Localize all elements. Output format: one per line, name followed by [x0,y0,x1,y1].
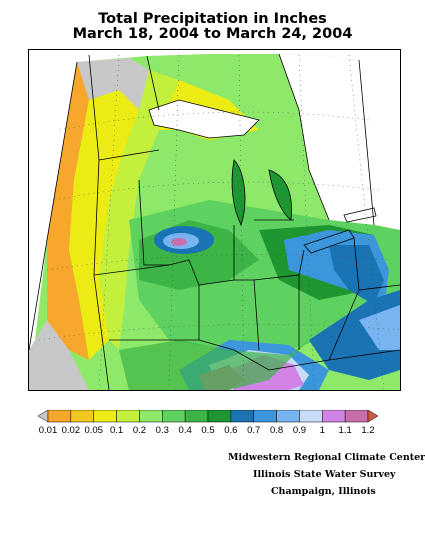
legend-label: 0.6 [224,425,238,436]
legend-swatch [230,410,254,423]
legend-label: 1.2 [361,425,375,436]
precip-area-darkgreen-south [119,340,309,390]
map-title: Total Precipitation in Inches [98,11,327,27]
map-date-range: March 18, 2004 to March 24, 2004 [72,26,353,42]
precipitation-map [28,49,401,391]
credit-survey: Illinois State Water Survey [253,469,396,480]
legend-label: 0.2 [132,425,147,436]
precip-area-magenta-west [171,238,187,246]
legend-swatch [207,410,232,423]
legend-label: 0.7 [247,425,261,436]
credit-center: Midwestern Regional Climate Center [228,452,425,463]
legend-swatch-high-arrow [367,410,378,423]
lake-michigan [231,159,246,227]
precip-area-orange-west [47,62,89,360]
graticule [38,54,400,390]
color-legend: 0.01 0.02 0.05 0.1 0.2 0.3 0.4 0.5 0.6 0.7 0.8 0.9 1… [38,410,378,440]
legend-label: 1 [319,425,325,436]
legend-swatch [162,410,186,423]
precip-area-darkblue-east [329,245,384,305]
legend-swatch [116,410,140,423]
legend-swatch [70,410,94,423]
legend-label: 0.8 [269,425,284,436]
legend-label: 0.3 [155,425,169,436]
legend-label: 0.01 [38,425,58,436]
precip-area-lightgreen-west [99,70,179,350]
lake-superior [148,99,260,139]
legend-label: 0.1 [109,425,124,436]
legend-swatch [93,410,117,423]
legend-label: 1.1 [338,425,352,436]
legend-swatch [184,410,209,423]
legend-swatch [139,410,163,423]
legend-label: 0.02 [61,425,81,436]
legend-swatch [253,410,277,423]
lake-ontario [343,207,377,223]
state-boundaries [29,53,400,390]
precip-area-nodata-northeast [279,54,374,225]
credit-location: Champaign, Illinois [271,486,376,497]
legend-swatch [299,410,323,423]
legend-swatch [47,410,72,423]
precip-area-dry-northwest [77,58,149,110]
legend-label: 0.4 [178,425,192,436]
legend-label: 0.05 [84,425,103,436]
legend-label: 0.5 [201,425,215,436]
legend-swatch [276,410,300,423]
precip-area-dry-west [29,320,89,390]
legend-swatch-low-arrow [38,410,49,423]
precip-area-yellow-west [69,90,139,360]
legend-label: 0.9 [292,425,307,436]
legend-swatch [344,410,369,423]
precip-area-lightblue-southeast [359,305,400,350]
legend-swatch [322,410,346,423]
precip-area-blue-southeast [309,290,400,380]
